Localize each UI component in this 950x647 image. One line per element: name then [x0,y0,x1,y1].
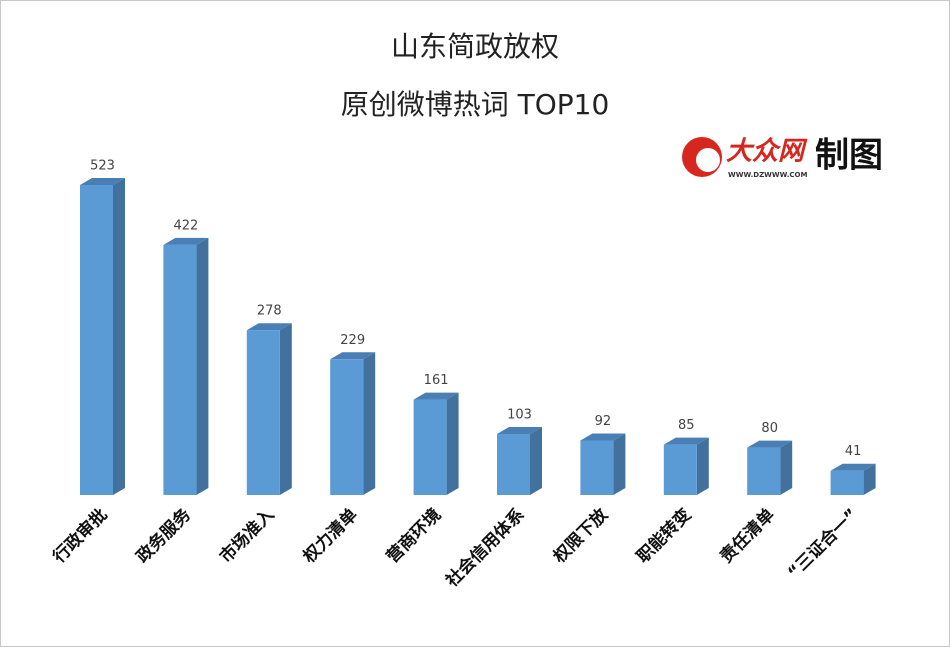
bar-top [413,392,459,400]
data-label: 229 [340,333,365,348]
bar-top [246,323,292,331]
bar-side [446,392,459,495]
bar-top [830,463,876,471]
data-label: 161 [424,373,449,388]
bar-top [747,440,793,448]
bar-top [163,237,209,245]
bar-side [613,433,626,495]
logo-url: WWW.DZWWW.COM [728,171,807,179]
bar-top [80,178,125,185]
data-label: 41 [845,444,862,459]
logo-brand: 大众网 [726,137,808,167]
bar-side [113,178,125,495]
data-label: 85 [678,418,695,433]
bar [580,440,614,495]
bar-side [696,437,709,495]
logo: 大众网 WWW.DZWWW.COM 制图 [682,136,883,179]
bar [246,330,280,495]
bar [747,447,781,495]
bar [663,444,697,495]
bar [830,470,864,495]
bar-side [530,426,542,495]
data-label: 523 [90,159,115,174]
bar [330,359,364,495]
bar-top [663,437,709,445]
bar [497,433,530,495]
bar-top [497,426,542,434]
data-label: 103 [507,407,532,422]
bar-side [863,463,876,495]
bar-side [196,237,209,495]
logo-note: 制图 [815,136,883,176]
bar [80,185,113,495]
chart-subtitle: 原创微博热词 TOP10 [341,88,610,121]
bar-top [330,352,376,360]
bar-top [580,433,626,441]
logo-icon [696,148,720,172]
bar-side [279,323,292,495]
data-label: 422 [173,218,198,233]
data-label: 278 [257,304,282,319]
bar [413,399,447,495]
bar [163,244,197,495]
bar-side [780,440,793,495]
bar-side [363,352,376,495]
chart-title: 山东简政放权 [391,30,559,63]
data-label: 80 [761,421,778,436]
data-label: 92 [595,414,612,429]
